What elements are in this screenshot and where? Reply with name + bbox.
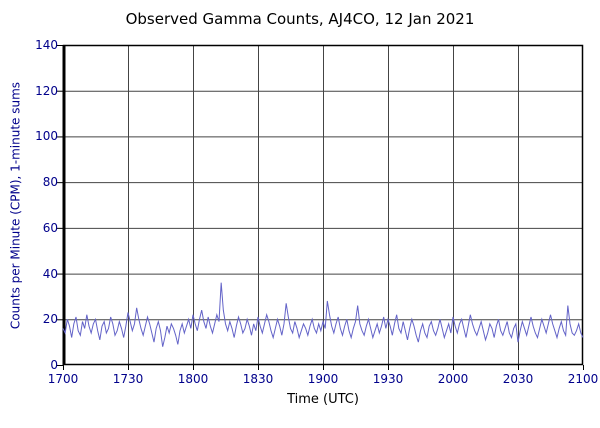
y-tick-labels: 0 20 40 60 80 100 120 140	[26, 38, 58, 372]
y-tick-label: 20	[42, 312, 58, 327]
x-tick-label: 1900	[307, 372, 339, 386]
y-tick-label: 40	[42, 266, 58, 281]
y-tick-label: 100	[35, 129, 58, 144]
plot-area	[57, 44, 584, 370]
y-tick-label: 140	[35, 38, 58, 52]
x-tick-label: 1800	[177, 372, 209, 386]
y-tick-label: 60	[42, 220, 58, 235]
x-tick-label: 1700	[47, 372, 79, 386]
x-axis-title: Time (UTC)	[287, 392, 359, 407]
x-tick-label: 1730	[112, 372, 144, 386]
data-series-line	[62, 282, 584, 347]
x-tick-label: 1930	[372, 372, 404, 386]
x-tick-label: 2000	[437, 372, 469, 386]
y-tick-label: 120	[35, 83, 58, 98]
y-tick-label: 80	[42, 175, 58, 190]
x-tick-labels: 1700 1730 1800 1830 1900 1930 2000 2030 2100	[48, 372, 599, 386]
x-tick-label: 2100	[567, 372, 599, 386]
y-tick-label: 0	[50, 358, 58, 372]
x-tick-label: 1830	[242, 372, 274, 386]
y-axis-title: Counts per Minute (CPM), 1-minute sums	[8, 81, 23, 330]
chart-title: Observed Gamma Counts, AJ4CO, 12 Jan 202…	[125, 10, 475, 28]
x-tick-label: 2030	[502, 372, 534, 386]
